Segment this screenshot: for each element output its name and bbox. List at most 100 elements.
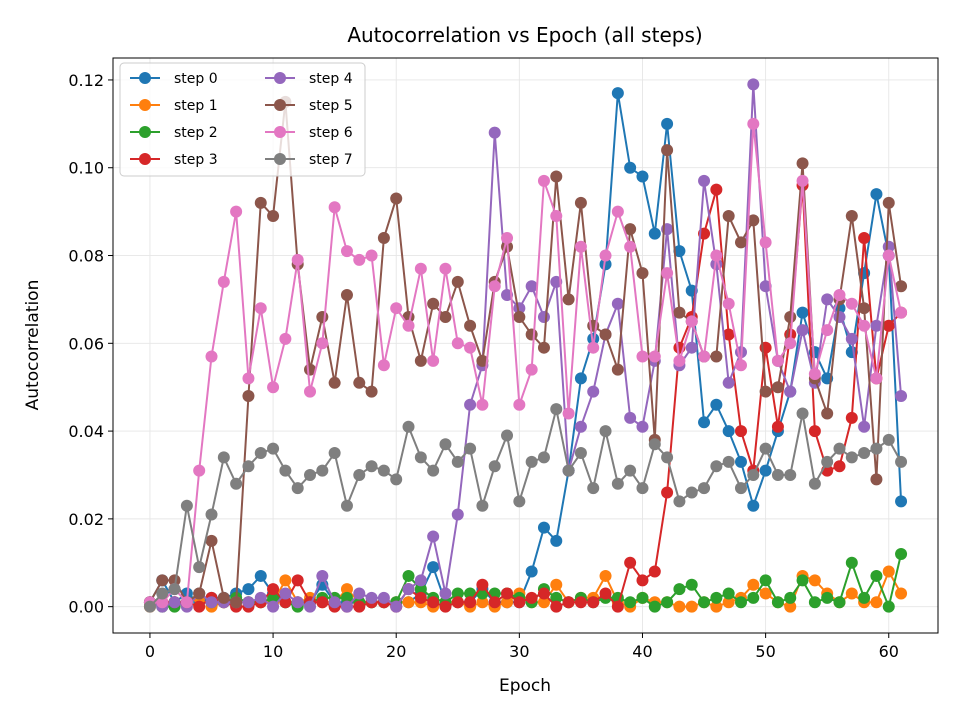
data-point: [661, 144, 674, 157]
data-point: [759, 280, 772, 293]
data-point: [870, 569, 883, 582]
x-axis-label: Epoch: [499, 676, 551, 696]
data-point: [624, 411, 637, 424]
legend-swatch-marker: [139, 72, 151, 84]
data-point: [895, 495, 908, 508]
data-point: [673, 600, 686, 613]
data-point: [316, 310, 329, 323]
data-point: [661, 451, 674, 464]
data-point: [156, 587, 169, 600]
data-point: [698, 174, 711, 187]
data-point: [895, 389, 908, 402]
data-point: [587, 341, 600, 354]
data-point: [365, 249, 378, 262]
data-point: [340, 600, 353, 613]
legend-swatch-marker: [274, 72, 286, 84]
legend-item: step 7: [265, 152, 353, 168]
data-point: [611, 600, 624, 613]
data-point: [808, 574, 821, 587]
data-point: [648, 600, 661, 613]
legend-box: [119, 62, 366, 177]
data-point: [353, 587, 366, 600]
legend-label: step 0: [174, 71, 218, 87]
data-point: [488, 460, 501, 473]
data-point: [365, 385, 378, 398]
data-point: [501, 587, 514, 600]
chart-title: Autocorrelation vs Epoch (all steps): [347, 23, 702, 47]
data-point: [254, 447, 267, 460]
data-point: [858, 420, 871, 433]
data-point: [821, 591, 834, 604]
data-point: [279, 587, 292, 600]
data-point: [390, 600, 403, 613]
legend-item: step 0: [130, 71, 218, 87]
data-point: [205, 534, 218, 547]
data-point: [291, 574, 304, 587]
data-point: [451, 455, 464, 468]
data-point: [488, 280, 501, 293]
data-point: [796, 324, 809, 337]
data-point: [870, 372, 883, 385]
data-point: [537, 451, 550, 464]
data-point: [648, 438, 661, 451]
data-point: [242, 596, 255, 609]
y-tick-label: 0.00: [68, 598, 104, 617]
data-point: [734, 236, 747, 249]
data-point: [525, 363, 538, 376]
data-point: [156, 596, 169, 609]
data-point: [513, 596, 526, 609]
data-point: [501, 596, 514, 609]
data-point: [648, 565, 661, 578]
data-point: [858, 591, 871, 604]
data-point: [291, 253, 304, 266]
data-point: [427, 530, 440, 543]
data-point: [722, 596, 735, 609]
data-point: [833, 289, 846, 302]
data-point: [340, 289, 353, 302]
data-point: [845, 556, 858, 569]
data-point: [648, 350, 661, 363]
data-point: [734, 425, 747, 438]
data-point: [759, 236, 772, 249]
data-point: [537, 310, 550, 323]
legend-item: step 2: [130, 125, 218, 141]
data-point: [377, 464, 390, 477]
legend-item: step 5: [265, 98, 353, 114]
data-point: [340, 245, 353, 258]
data-point: [882, 319, 895, 332]
data-point: [279, 464, 292, 477]
data-point: [340, 583, 353, 596]
data-point: [895, 455, 908, 468]
data-point: [624, 240, 637, 253]
data-point: [734, 596, 747, 609]
data-point: [833, 310, 846, 323]
data-point: [525, 328, 538, 341]
data-point: [439, 438, 452, 451]
data-point: [747, 214, 760, 227]
data-point: [771, 381, 784, 394]
series-step-6: [143, 117, 908, 609]
data-point: [722, 376, 735, 389]
data-point: [537, 521, 550, 534]
legend: step 0 step 1 step 2 step 3 step 4 step 5 step…: [119, 62, 366, 177]
data-point: [722, 587, 735, 600]
data-point: [648, 227, 661, 240]
y-tick-label: 0.10: [68, 159, 104, 178]
data-point: [267, 381, 280, 394]
data-point: [722, 455, 735, 468]
data-point: [611, 477, 624, 490]
legend-swatch-marker: [139, 153, 151, 165]
data-point: [230, 205, 243, 218]
data-point: [537, 174, 550, 187]
data-point: [254, 569, 267, 582]
data-point: [870, 596, 883, 609]
data-point: [464, 442, 477, 455]
data-point: [710, 460, 723, 473]
data-point: [685, 600, 698, 613]
data-point: [661, 267, 674, 280]
data-point: [895, 547, 908, 560]
data-point: [661, 117, 674, 130]
data-point: [845, 297, 858, 310]
data-point: [451, 596, 464, 609]
